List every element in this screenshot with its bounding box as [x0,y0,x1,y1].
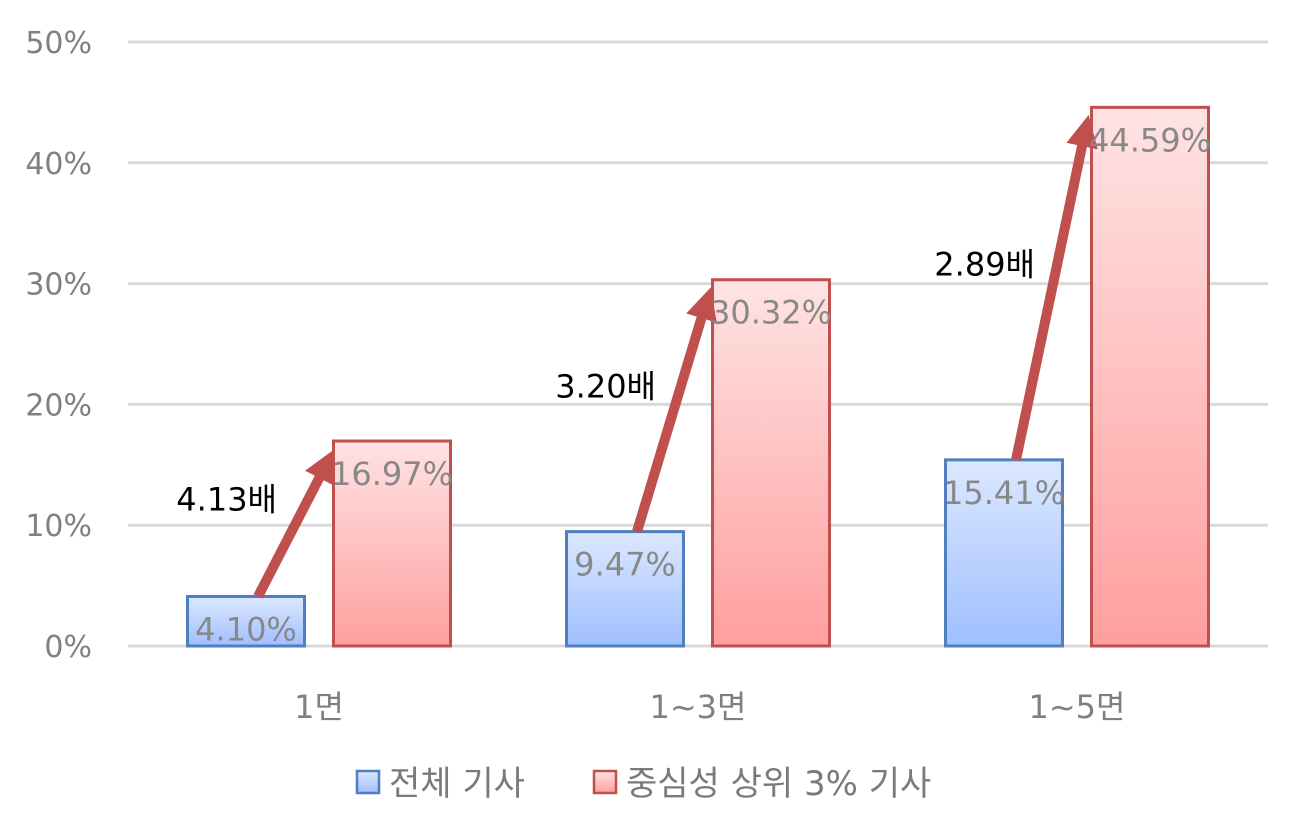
legend-label: 중심성 상위 3% 기사 [626,764,931,804]
labels: 0% 10% 20% 30% 40% 50% 4.10% 16.97% 1면 9.47% 30.32… [25,26,1211,726]
ratio-label: 2.89배 [934,246,1035,284]
data-label: 15.41% [943,474,1065,512]
bar [944,458,1064,648]
ratio-arrow [632,287,717,534]
y-tick-label: 30% [25,268,92,303]
ratio-arrow [1011,114,1098,461]
bar [332,439,452,648]
legend-swatch [592,769,618,795]
legend-label: 전체 기사 [389,764,525,804]
ratio-label: 4.13배 [176,481,277,519]
y-tick-label: 10% [25,509,92,544]
y-tick-label: 40% [25,147,92,182]
bars [186,105,1210,648]
bar [186,594,306,648]
data-label: 9.47% [574,546,676,584]
x-tick-label: 1~3면 [650,688,747,726]
y-tick-label: 20% [25,388,92,423]
ratio-label: 3.20배 [555,368,656,406]
ratio-arrow [253,449,334,599]
x-tick-label: 1~5면 [1029,688,1126,726]
data-label: 44.59% [1089,121,1211,159]
data-label: 16.97% [331,455,453,493]
x-tick-label: 1면 [294,688,344,726]
ratio-arrows [253,114,1098,599]
gridlines [128,40,1268,648]
bar [1090,105,1210,648]
y-tick-label: 0% [44,630,92,665]
data-label: 4.10% [195,610,297,648]
legend-swatch [355,769,381,795]
y-tick-label: 50% [25,26,92,61]
bar [565,530,685,648]
legend: 전체 기사 중심성 상위 3% 기사 [355,764,931,804]
data-label: 30.32% [710,294,832,332]
bar [711,278,831,648]
